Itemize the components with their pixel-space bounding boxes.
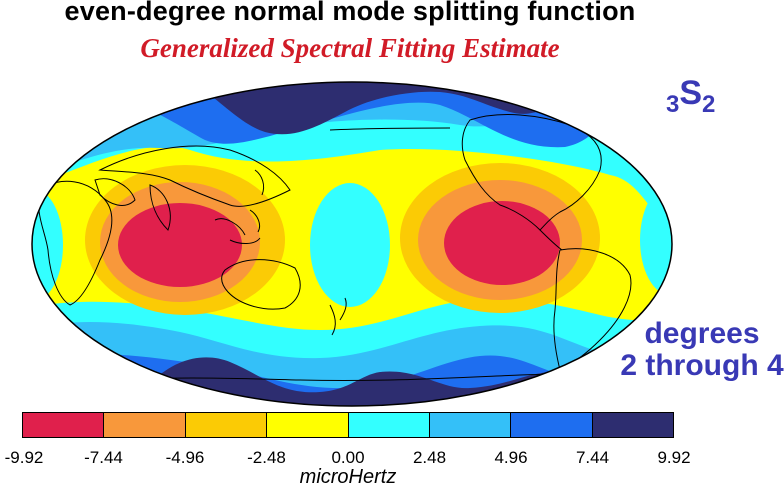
asia-coast: [98, 145, 291, 207]
greenland-coast: [584, 93, 613, 113]
degrees-line-2: 2 through 4: [620, 349, 784, 382]
colorbar-tick-7: 7.44: [575, 448, 610, 467]
degrees-line-1: degrees: [644, 317, 760, 350]
central-america-coast: [539, 229, 563, 251]
colorbar: [22, 412, 674, 438]
figure-subtitle: Generalized Spectral Fitting Estimate: [140, 33, 560, 63]
west-red-lobe: [118, 203, 242, 287]
east-red-lobe: [444, 201, 560, 285]
map-border: [31, 81, 673, 407]
colorbar-segment-4: [348, 413, 430, 437]
central-cyan-lobe: [310, 183, 390, 307]
colorbar-segment-2: [185, 413, 268, 437]
colorbar-tick-2: -4.96: [165, 448, 205, 467]
colorbar-segment-1: [104, 413, 186, 437]
colorbar-tick-4: 0.00: [331, 448, 365, 467]
splitting-function-map: [31, 81, 673, 407]
south-america-coast: [553, 248, 632, 371]
se-asia-islands: [214, 209, 261, 244]
colorbar-segment-3: [267, 413, 349, 437]
colorbar-tick-8: 9.92: [657, 448, 691, 467]
mode-label-overtone: 3: [666, 91, 680, 118]
mode-label-letter: S: [679, 74, 703, 112]
colorbar-tick-1: -7.44: [84, 448, 123, 467]
africa-coast: [38, 180, 113, 306]
east-edge-cyan: [640, 185, 672, 295]
map-fill-layer: [32, 82, 672, 406]
arabia-coast: [94, 178, 136, 206]
colorbar-segment-7: [592, 413, 673, 437]
degrees-label: degrees 2 through 4: [620, 318, 784, 382]
west-edge-cyan: [32, 190, 63, 300]
mode-label-degree: 2: [702, 91, 716, 118]
mode-label: 3S2: [666, 74, 715, 118]
colorbar-units: microHertz: [299, 466, 397, 488]
australia-coast: [221, 259, 301, 310]
colorbar-segment-6: [511, 413, 593, 437]
colorbar-tick-6: 4.96: [494, 448, 528, 467]
japan-coast: [254, 169, 265, 196]
colorbar-segment-0: [23, 413, 105, 437]
figure-title: even-degree normal mode splitting functi…: [64, 0, 636, 26]
aleutian-arc: [329, 127, 451, 131]
colorbar-tick-3: -2.48: [247, 448, 286, 467]
colorbar-tick-0: -9.92: [4, 448, 44, 467]
new-zealand-coast: [329, 297, 347, 336]
colorbar-tick-5: 2.48: [412, 448, 447, 467]
india-coast: [149, 184, 171, 231]
colorbar-ticks: -9.92 -7.44 -4.96 -2.48 0.00 2.48 4.96 7.44 9.92: [0, 448, 784, 472]
colorbar-segment-5: [429, 413, 512, 437]
